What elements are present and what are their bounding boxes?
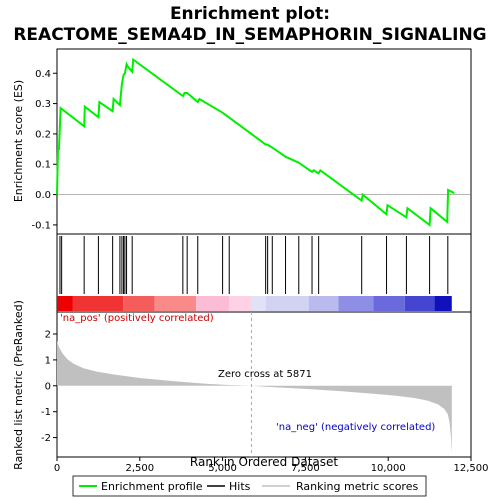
es-y-tick-label: 0.1: [35, 160, 51, 171]
es-series-line: [56, 57, 455, 227]
ranking-metric-area: [57, 340, 452, 454]
metric-y-tick-label: 2: [45, 330, 51, 341]
es-y-ticks: -0.1 0.0 0.1 0.2 0.3 0.4: [31, 69, 57, 231]
es-y-tick-label: 0.4: [35, 69, 51, 80]
annotation-pos: 'na_pos' (positively correlated): [60, 313, 214, 324]
x-tick-label: 2,500: [125, 463, 154, 474]
es-y-tick-label: 0.3: [35, 99, 51, 110]
es-y-tick-label: -0.1: [31, 220, 51, 231]
rank-bar-segment: [196, 296, 230, 311]
metric-y-tick-label: -1: [41, 407, 51, 418]
x-tick-label: 10,000: [371, 463, 406, 474]
rank-bar-segment: [72, 296, 124, 311]
x-tick-label: 0: [54, 463, 60, 474]
es-y-tick-label: 0.0: [35, 190, 51, 201]
es-panel: -0.1 0.0 0.1 0.2 0.3 0.4 Enrichment score (ES…: [12, 48, 472, 235]
rank-bar-segment: [251, 296, 266, 311]
rank-bar-segment: [404, 296, 435, 311]
legend-frame: [72, 475, 427, 497]
rank-color-bar: [57, 296, 452, 311]
hits-panel: [56, 233, 472, 313]
annotation-zero-cross: Zero cross at 5871: [218, 369, 312, 380]
rank-bar-segment: [308, 296, 339, 311]
metric-panel: -2 -1 0 1 2 'na_pos' (positively correlated)…: [12, 300, 472, 470]
rank-bar-segment: [373, 296, 405, 311]
x-axis-ticks: 0 2,500 5,000 7,500 10,000 12,500: [54, 457, 489, 474]
annotation-neg: 'na_neg' (negatively correlated): [276, 422, 435, 433]
rank-bar-segment: [338, 296, 374, 311]
legend-label-enrichment: Enrichment profile: [101, 480, 203, 493]
x-tick-label: 7,500: [291, 463, 320, 474]
rank-bar-segment: [434, 296, 452, 311]
legend-label-ranking: Ranking metric scores: [296, 480, 418, 493]
metric-y-tick-label: 1: [45, 355, 51, 366]
chart-title-line-2: REACTOME_SEMA4D_IN_SEMAPHORIN_SIGNALING: [13, 25, 486, 45]
x-tick-label: 12,500: [454, 463, 489, 474]
rank-bar-segment: [123, 296, 155, 311]
metric-y-tick-label: 0: [45, 381, 51, 392]
chart-title-line-1: Enrichment plot:: [170, 4, 330, 24]
metric-y-axis-label: Ranked list metric (PreRanked): [12, 300, 25, 470]
metric-y-ticks: -2 -1 0 1 2: [41, 330, 57, 444]
rank-bar-segment: [265, 296, 309, 311]
x-axis-label: Rank in Ordered Dataset: [190, 455, 338, 469]
legend: Enrichment profile Hits Ranking metric s…: [72, 475, 427, 497]
metric-y-tick-label: -2: [41, 433, 51, 444]
legend-label-hits: Hits: [229, 480, 251, 493]
x-tick-label: 5,000: [208, 463, 237, 474]
es-panel-frame: [56, 48, 472, 235]
hit-lines: [59, 236, 449, 294]
es-y-tick-label: 0.2: [35, 129, 51, 140]
rank-bar-segment: [57, 296, 73, 311]
es-y-axis-label: Enrichment score (ES): [12, 80, 25, 202]
rank-bar-segment: [154, 296, 197, 311]
rank-bar-segment: [229, 296, 252, 311]
